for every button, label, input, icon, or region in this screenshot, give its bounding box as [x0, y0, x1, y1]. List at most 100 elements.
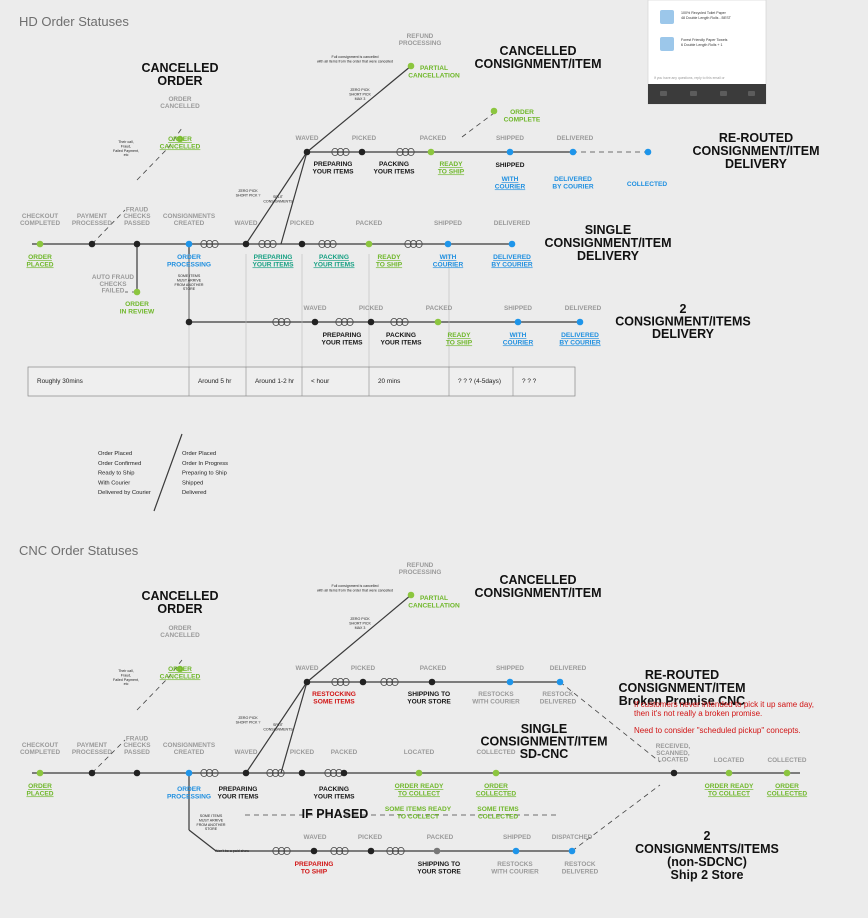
cnc-main-node-4 — [242, 769, 250, 777]
hd-top-node-3 — [506, 148, 514, 156]
cnc-bottom-step-label: SHIPPED — [503, 834, 531, 841]
cnc-main-node-7 — [415, 769, 423, 777]
cnc-main-node-2 — [133, 769, 141, 777]
hd-main-node-0 — [36, 240, 44, 248]
cnc-cancel-reasons: Their call, Fraud, Failed Payment, etc — [113, 669, 139, 686]
hd-main-node-6 — [365, 240, 373, 248]
cnc-main-node-11 — [783, 769, 791, 777]
cnc-order-cancelled-node — [176, 665, 184, 673]
hd-order-placed: ORDER PLACED — [26, 254, 53, 268]
cnc-bottom-node-0 — [310, 847, 318, 855]
hd-top-node-5 — [644, 148, 652, 156]
preview-nav-icon[interactable] — [660, 91, 667, 96]
hd-order-cancelled-green: ORDER CANCELLED — [160, 136, 201, 150]
hd-top-step-label: WAVED — [296, 135, 319, 142]
hd-list-left-item: Order Placed — [98, 451, 132, 457]
preview-item-title: Forest Friendly Paper Towels — [681, 38, 728, 42]
cnc-main-step-label: WAVED — [235, 749, 258, 756]
cnc-bottom-node-2 — [433, 847, 441, 855]
hd-timeline-cell: ? ? ? — [522, 378, 537, 385]
hd-two-preparing: PREPARING YOUR ITEMS — [321, 332, 363, 346]
hd-two-with-courier: WITH COURIER — [503, 332, 534, 346]
hd-delivered-by-courier: DELIVERED BY COURIER — [552, 176, 594, 190]
preview-footer-text: If you have any questions, reply to this… — [654, 76, 726, 80]
cnc-rerouted-dash — [559, 681, 661, 763]
hd-zero-pick-short: ZERO PICK SHORT PICK ? — [236, 189, 261, 197]
cnc-note-line: If customers never intended to pick it u… — [634, 700, 814, 709]
hd-two-delivered: DELIVERED BY COURIER — [559, 332, 601, 346]
hd-main-coil-1 — [200, 239, 219, 248]
cnc-right-collected: COLLECTED — [767, 757, 806, 764]
hd-two-ready: READY TO SHIP — [446, 332, 473, 346]
cnc-diag-waved — [245, 681, 308, 774]
hd-zero-pick-note: ZERO PICK SHORT PICK MAX 3 — [349, 88, 371, 101]
hd-top-step-label: PICKED — [352, 135, 377, 142]
cnc-bottom-coil-2 — [330, 847, 349, 856]
hd-order-complete: ORDER COMPLETE — [504, 109, 541, 123]
cnc-top-coil-1 — [331, 678, 350, 687]
preview-nav-icon[interactable] — [720, 91, 727, 96]
preview-item-subtitle: 48 Double Length Rolls - BEST — [681, 16, 732, 20]
hd-two-node-5 — [576, 318, 584, 326]
cnc-top-node-1 — [359, 678, 367, 686]
cnc-bottom-step-label: PICKED — [358, 834, 383, 841]
cnc-cancel-dash-1 — [91, 739, 126, 774]
hd-main-node-5 — [298, 240, 306, 248]
hd-main-coil-4 — [404, 239, 423, 248]
hd-diag-waved — [245, 151, 308, 245]
hd-timeline-table — [27, 366, 576, 397]
hd-two-step-label: DELIVERED — [565, 305, 602, 312]
cnc-top-step-label: DELIVERED — [550, 665, 587, 672]
hd-shipped-label: SHIPPED — [496, 162, 525, 169]
hd-items-note: SOME ITEMS MUST ARRIVE FROM ANOTHER STORE — [175, 274, 204, 291]
cnc-zero-pick-short: ZERO PICK SHORT PICK ? — [236, 716, 261, 724]
cnc-right-order-collected: ORDER COLLECTED — [767, 783, 808, 797]
hd-timeline-cell: Around 5 hr — [198, 378, 232, 385]
cnc-main-coil-2 — [266, 769, 285, 778]
hd-split-consignments: SPLIT CONSIGNMENTS — [263, 195, 293, 203]
cnc-note-line: Need to consider "scheduled pickup" conc… — [634, 726, 801, 735]
hd-list-right-item: Delivered — [182, 490, 207, 496]
hd-packing-items: PACKING YOUR ITEMS — [373, 161, 415, 175]
cnc-main-packing: PACKING YOUR ITEMS — [313, 786, 355, 800]
hd-main-with-courier: WITH COURIER — [433, 254, 464, 268]
hd-two-coil-1 — [272, 317, 291, 326]
cnc-main-node-8 — [492, 769, 500, 777]
product-thumbnail — [660, 10, 674, 24]
hd-order-in-review-node — [133, 288, 141, 296]
preview-nav-icon[interactable] — [690, 91, 697, 96]
hd-ready-to-ship: READY TO SHIP — [438, 161, 465, 175]
cnc-main-step-label: CHECKOUT COMPLETED — [20, 742, 61, 756]
cnc-partial-node — [407, 591, 415, 599]
cnc-main-step-label: LOCATED — [404, 749, 435, 756]
hd-list-right-item: Order Placed — [182, 451, 216, 457]
cnc-bottom-vert-2 — [188, 829, 217, 852]
hd-two-node-1 — [311, 318, 319, 326]
cnc-right-located: LOCATED — [714, 757, 745, 764]
cnc-section-title: CNC Order Statuses — [19, 543, 139, 558]
hd-partial-cancellation: PARTIAL CANCELLATION — [408, 65, 460, 79]
hd-main-step-label: WAVED — [235, 220, 258, 227]
hd-main-node-3 — [185, 240, 193, 248]
cnc-order-cancelled-grey: ORDER CANCELLED — [160, 625, 200, 639]
hd-cancel-reasons: Their call, Fraud, Failed Payment, etc — [113, 140, 139, 157]
hd-diag-partial — [306, 65, 412, 153]
hd-two-node-0 — [185, 318, 193, 326]
hd-timeline-cell: Roughly 30mins — [37, 378, 83, 385]
hd-two-node-3 — [434, 318, 442, 326]
hd-two-node-2 — [367, 318, 375, 326]
cnc-order-collected: ORDER COLLECTED — [476, 783, 517, 797]
hd-full-consignment-note: Full consignment is cancelled with all it… — [317, 55, 393, 63]
hd-top-step-label: PACKED — [420, 135, 447, 142]
cnc-if-phased: IF PHASED — [302, 807, 369, 821]
hd-list-left-item: Ready to Ship — [98, 471, 134, 477]
hd-cancelled-consignment-title: CANCELLED CONSIGNMENT/ITEM — [474, 44, 601, 71]
cnc-single-title: SINGLE CONSIGNMENT/ITEM SD-CNC — [480, 722, 607, 761]
hd-main-step-label: PICKED — [290, 220, 315, 227]
cnc-top-node-2 — [428, 678, 436, 686]
preview-nav-icon[interactable] — [748, 91, 755, 96]
cnc-bottom-step-label: DISPATCHED — [552, 834, 593, 841]
hd-order-complete-node — [490, 107, 498, 115]
cnc-order-cancelled-green: ORDER CANCELLED — [160, 666, 201, 680]
